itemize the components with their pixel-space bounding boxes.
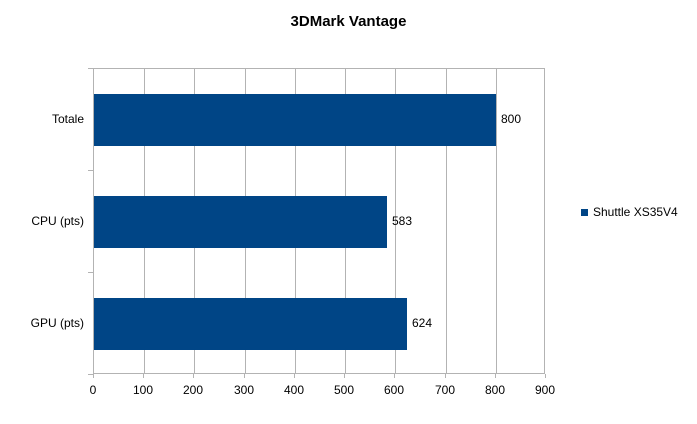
bar xyxy=(94,94,496,146)
x-axis-tick-label: 0 xyxy=(89,383,97,397)
x-axis-tick-label: 400 xyxy=(283,383,305,397)
x-axis-tick xyxy=(193,374,194,378)
x-axis-tick-label: 900 xyxy=(534,383,556,397)
y-axis-tick xyxy=(88,374,93,375)
legend-swatch-icon xyxy=(581,208,588,216)
legend: Shuttle XS35V4 xyxy=(581,205,678,219)
x-axis-tick xyxy=(394,374,395,378)
x-axis-tick-label: 500 xyxy=(333,383,355,397)
y-axis-tick xyxy=(88,68,93,69)
bar-value-label: 624 xyxy=(412,316,433,330)
x-axis-tick-label: 700 xyxy=(434,383,456,397)
x-axis-tick xyxy=(545,374,546,378)
y-axis-tick xyxy=(88,272,93,273)
x-axis-tick xyxy=(445,374,446,378)
legend-label: Shuttle XS35V4 xyxy=(593,205,678,219)
chart-title: 3DMark Vantage xyxy=(290,13,407,30)
x-axis-tick-label: 200 xyxy=(182,383,204,397)
x-axis-tick xyxy=(244,374,245,378)
gridline xyxy=(446,69,447,373)
category-label: Totale xyxy=(51,112,84,126)
bar xyxy=(94,298,407,350)
bar-value-label: 800 xyxy=(501,112,522,126)
gridline xyxy=(496,69,497,373)
gridline xyxy=(395,69,396,373)
x-axis-tick xyxy=(93,374,94,378)
x-axis-tick xyxy=(294,374,295,378)
x-axis-tick-label: 800 xyxy=(484,383,506,397)
plot-area xyxy=(93,68,545,374)
category-label: GPU (pts) xyxy=(30,316,84,330)
y-axis-tick xyxy=(88,170,93,171)
x-axis-tick xyxy=(344,374,345,378)
bar-value-label: 583 xyxy=(392,214,413,228)
bar xyxy=(94,196,387,248)
category-label: CPU (pts) xyxy=(31,214,84,228)
x-axis-tick-label: 600 xyxy=(383,383,405,397)
x-axis-tick-label: 300 xyxy=(233,383,255,397)
x-axis-tick xyxy=(143,374,144,378)
x-axis-tick-label: 100 xyxy=(132,383,154,397)
x-axis-tick xyxy=(495,374,496,378)
